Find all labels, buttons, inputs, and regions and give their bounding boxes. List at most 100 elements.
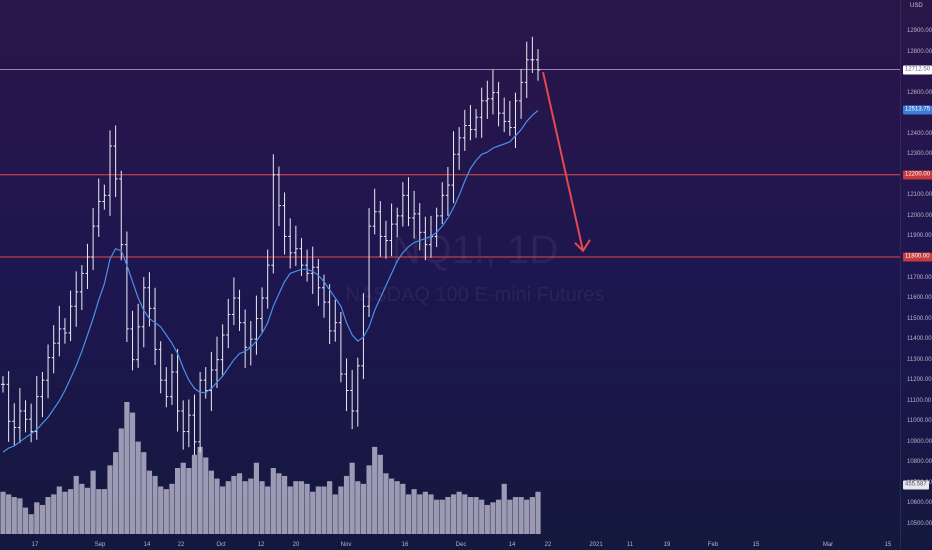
volume-bar [535,491,541,534]
time-tick-label: Sep [94,542,106,548]
price-tick-label: 12600.00 [907,89,932,96]
volume-bar [220,486,226,534]
volume-bar [96,489,102,534]
volume-bar [191,454,198,534]
price-tick-label: 11000.00 [907,418,932,425]
volume-bar [332,494,338,534]
price-tick-label: 11700.00 [907,274,932,281]
volume-bar [146,470,153,534]
volume-bar [73,475,79,534]
price-tick-label: 10900.00 [907,438,932,445]
volume-bar [45,497,51,534]
volume-bar [214,478,220,534]
volume-bar [79,483,85,534]
price-tick-label: 12000.00 [907,212,932,219]
time-tick-label: Oct [216,542,226,548]
volume-bar [298,481,305,534]
volume-bar [236,473,243,534]
time-tick-label: 17 [31,542,39,548]
price-level-badge: 12712.50 [903,65,932,75]
volume-bar [107,465,113,534]
volume-bar [394,481,400,534]
volume-bar [158,486,164,534]
volume-bar [377,454,383,534]
down-arrow-line [542,71,584,252]
moving-average-badge: 12513.75 [903,105,932,115]
time-tick-label: 20 [292,542,300,548]
volume-bar [372,446,378,534]
price-tick-label: 11300.00 [907,356,932,363]
price-tick-label: 12300.00 [907,151,932,158]
volume-bar [383,473,389,534]
volume-bar [473,497,479,534]
volume-bar [360,483,367,534]
volume-bar [113,452,119,534]
chart-plot-area[interactable] [0,0,900,540]
price-tick-label: 11900.00 [907,233,932,240]
volume-bar [67,489,74,534]
volume-bar [366,465,372,534]
volume-bar [152,475,158,534]
price-tick-label: 10800.00 [907,459,932,466]
description-watermark: NASDAQ 100 E-mini Futures [345,284,605,306]
volume-bar [135,441,141,534]
volume-bar [327,481,333,534]
volume-bar [141,452,147,534]
price-tick-label: 12100.00 [907,192,932,199]
volume-bar [90,470,96,534]
volume-bar [321,486,327,534]
volume-bar [6,494,12,534]
volume-bar [479,499,485,534]
volume-bar [490,502,496,534]
time-tick-label: 19 [663,542,671,548]
volume-bar [174,468,181,534]
volume-bar [22,507,29,534]
volume-bar [208,470,214,534]
volume-bar [411,489,417,534]
volume-bar [310,491,316,534]
volume-bar [456,491,462,534]
volume-bar [484,504,490,534]
moving-average-line [2,110,539,453]
time-tick-label: 22 [177,542,185,548]
volume-bar [343,475,350,534]
price-level-badge: 11800.00 [903,252,932,262]
volume-bar [17,498,23,534]
volume-bar [225,481,231,534]
volume-bar [186,468,192,534]
volume-bar [62,491,68,534]
time-tick-label: 11 [626,542,634,548]
time-tick-label: Feb [707,542,719,548]
volume-bar [405,494,412,534]
volume-bar [248,478,254,534]
volume-bar [338,486,344,534]
time-tick-label: 14 [143,542,151,548]
price-tick-label: 10600.00 [907,500,932,507]
volume-bar [304,483,310,534]
price-axis[interactable]: 12900.0012800.0012700.0012600.0012500.00… [900,0,932,550]
time-tick-label: 12 [257,542,265,548]
volume-bar [355,481,361,534]
volume-bar [276,473,282,534]
volume-bar [281,475,288,534]
volume-bar [507,499,513,534]
price-tick-label: 11600.00 [907,295,932,302]
volume-bar [84,487,91,534]
volume-bar [495,499,502,534]
price-tick-label: 11400.00 [907,336,932,343]
volume-bar [422,491,428,534]
volume-bar [39,504,46,534]
time-tick-label: 16 [401,542,409,548]
volume-bar [388,478,395,534]
volume-bar [524,499,530,534]
volume-bar [34,502,40,534]
volume-bar [242,481,248,534]
price-tick-label: 11100.00 [907,397,932,404]
down-arrow-head [574,239,591,253]
volume-bar [518,497,524,534]
volume-bar [434,499,440,534]
volume-bar [512,497,519,534]
price-tick-label: 12900.00 [907,28,932,34]
volume-bar [529,497,535,534]
